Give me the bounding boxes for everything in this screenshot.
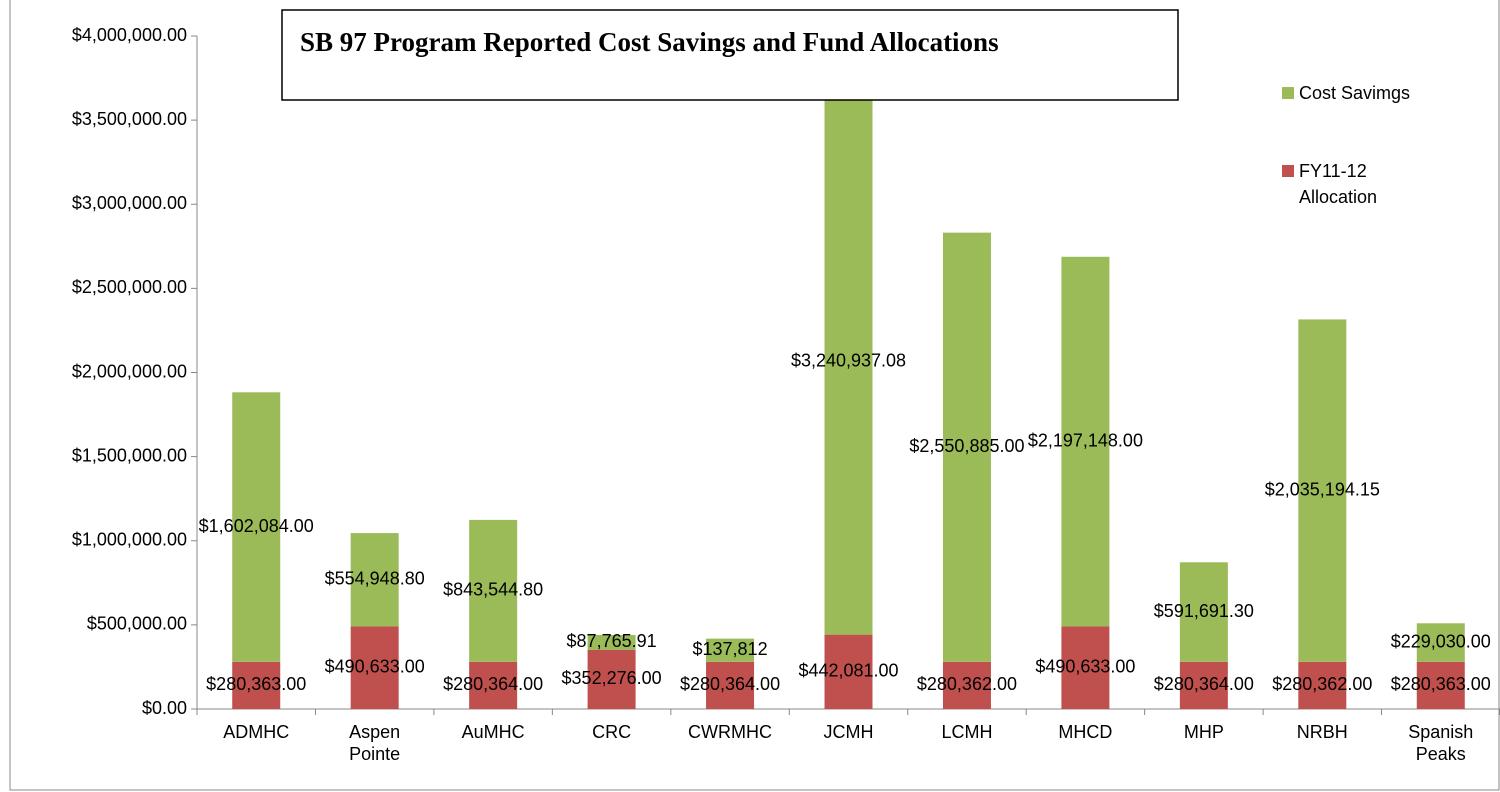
y-tick-label: $3,500,000.00 xyxy=(72,109,187,129)
data-label: $280,362.00 xyxy=(1272,674,1372,694)
bar-segment xyxy=(1416,623,1465,662)
chart-title: SB 97 Program Reported Cost Savings and … xyxy=(300,27,999,57)
bar-segment xyxy=(824,634,873,709)
data-label: $280,364.00 xyxy=(680,674,780,694)
bar-segment xyxy=(1179,661,1228,709)
x-tick-label: NRBH xyxy=(1296,722,1348,742)
y-tick-label: $500,000.00 xyxy=(87,614,187,634)
chart-border xyxy=(9,0,1500,791)
y-tick-label: $3,000,000.00 xyxy=(72,193,187,213)
bar-segment xyxy=(1061,626,1110,709)
x-tick-label: ADMHC xyxy=(223,722,290,742)
x-tick-label: MHP xyxy=(1183,722,1224,742)
bar-segment xyxy=(706,638,755,662)
legend-swatch xyxy=(1282,165,1294,177)
x-tick-label: MHCD xyxy=(1058,722,1113,742)
y-tick-label: $1,000,000.00 xyxy=(72,530,187,550)
data-label: $843,544.80 xyxy=(443,580,543,600)
bar-segment xyxy=(1298,661,1347,709)
bar-segment xyxy=(350,626,399,709)
x-tick-label: Aspen Pointe xyxy=(349,722,401,764)
bar-segment xyxy=(942,232,991,662)
y-tick-label: $4,000,000.00 xyxy=(72,25,187,45)
data-label: $1,602,084.00 xyxy=(199,516,314,536)
bar-segment xyxy=(1298,319,1347,662)
legend-label: FY11-12 Allocation xyxy=(1299,161,1378,207)
data-label: $137,812 xyxy=(693,639,768,659)
data-label: $490,633.00 xyxy=(325,656,425,676)
data-label: $280,364.00 xyxy=(443,674,543,694)
x-tick-label: JCMH xyxy=(823,722,874,742)
x-tick-label: LCMH xyxy=(941,722,993,742)
data-label: $2,550,885.00 xyxy=(909,436,1024,456)
x-tick-label: CWRMHC xyxy=(688,722,773,742)
y-tick-label: $2,500,000.00 xyxy=(72,277,187,297)
bar-segment xyxy=(469,661,518,709)
data-label: $280,364.00 xyxy=(1154,674,1254,694)
data-label: $2,035,194.15 xyxy=(1265,479,1380,499)
bar-segment xyxy=(587,634,636,650)
data-label: $280,362.00 xyxy=(917,674,1017,694)
data-label: $490,633.00 xyxy=(1035,656,1135,676)
x-tick-label: AuMHC xyxy=(461,722,525,742)
x-tick-label: CRC xyxy=(592,722,632,742)
data-label: $352,276.00 xyxy=(562,668,662,688)
bar-segment xyxy=(232,661,281,709)
title-box xyxy=(281,9,1179,101)
data-label: $280,363.00 xyxy=(1391,674,1491,694)
bar-segment xyxy=(1179,562,1228,662)
data-label: $3,240,937.08 xyxy=(791,351,906,371)
bar-segment xyxy=(587,649,636,709)
bar-segment xyxy=(469,519,518,662)
data-label: $2,197,148.00 xyxy=(1028,430,1143,450)
legend-swatch xyxy=(1282,87,1294,99)
y-tick-label: $2,000,000.00 xyxy=(72,361,187,381)
bar-segment xyxy=(1416,661,1465,709)
y-tick-label: $1,500,000.00 xyxy=(72,445,187,465)
x-tick-label: Spanish Peaks xyxy=(1408,722,1474,764)
bar-segment xyxy=(942,661,991,709)
data-label: $229,030.00 xyxy=(1391,631,1491,651)
bar-segment xyxy=(824,89,873,635)
legend-label: Cost Savimgs xyxy=(1299,83,1411,103)
data-label: $280,363.00 xyxy=(206,674,306,694)
data-label: $554,948.80 xyxy=(325,569,425,589)
y-tick-label: $0.00 xyxy=(142,698,187,718)
bar-segment xyxy=(706,661,755,709)
bar-segment xyxy=(350,533,399,627)
data-label: $591,691.30 xyxy=(1154,601,1254,621)
bar-segment xyxy=(1061,256,1110,627)
data-label: $87,765.91 xyxy=(567,631,657,651)
data-label: $442,081.00 xyxy=(798,661,898,681)
bar-segment xyxy=(232,392,281,662)
